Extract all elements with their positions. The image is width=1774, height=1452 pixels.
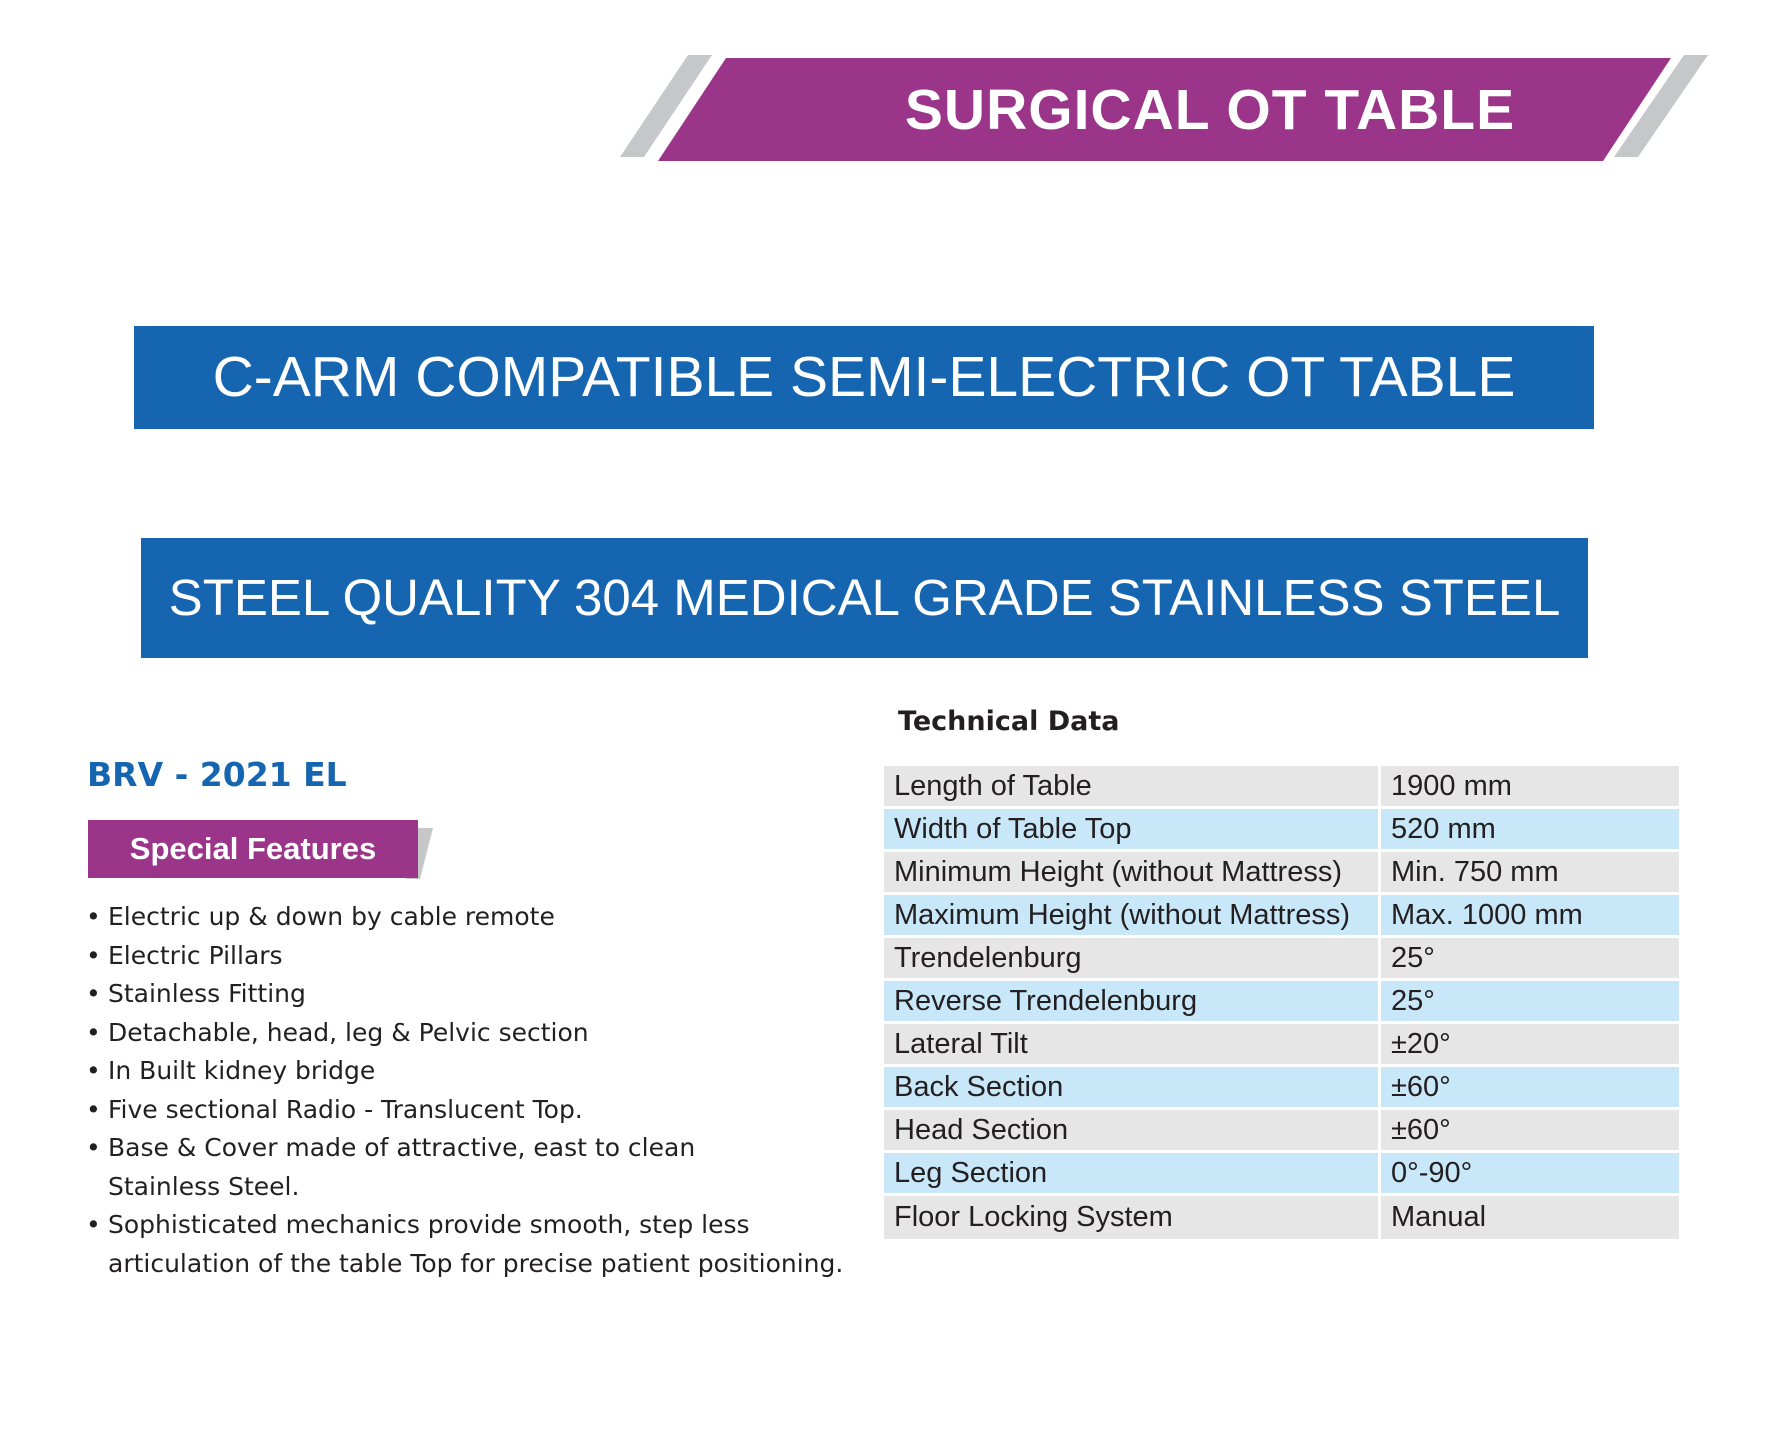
feature-text: Electric up & down by cable remote	[108, 902, 555, 931]
special-features-tag: Special Features	[88, 820, 433, 880]
spec-label-cell: Leg Section	[884, 1153, 1381, 1196]
feature-item: • Five sectional Radio - Translucent Top.	[86, 1091, 843, 1130]
spec-value-cell: ±20°	[1381, 1024, 1679, 1067]
steel-quality-box: STEEL QUALITY 304 MEDICAL GRADE STAINLES…	[141, 538, 1588, 658]
table-row: Floor Locking System Manual	[884, 1196, 1679, 1242]
spec-label-cell: Back Section	[884, 1067, 1381, 1110]
bullet-icon: •	[86, 1210, 101, 1239]
banner-shape	[620, 55, 1708, 161]
spec-label-cell: Length of Table	[884, 766, 1381, 809]
spec-value-cell: Max. 1000 mm	[1381, 895, 1679, 938]
bullet-icon: •	[86, 1133, 101, 1162]
spec-value-cell: 0°-90°	[1381, 1153, 1679, 1196]
table-row: Length of Table 1900 mm	[884, 766, 1679, 809]
feature-item: • Electric up & down by cable remote	[86, 898, 843, 937]
feature-text: Base & Cover made of attractive, east to…	[108, 1133, 696, 1162]
spec-label-cell: Lateral Tilt	[884, 1024, 1381, 1067]
spec-value-cell: Manual	[1381, 1196, 1679, 1242]
header-banner: SURGICAL OT TABLE	[620, 55, 1710, 167]
table-row: Trendelenburg 25°	[884, 938, 1679, 981]
technical-data-table: Length of Table 1900 mm Width of Table Top…	[884, 766, 1679, 1242]
feature-item: • Sophisticated mechanics provide smooth,…	[86, 1206, 843, 1283]
feature-text: Five sectional Radio - Translucent Top.	[108, 1094, 583, 1124]
bullet-icon: •	[86, 1017, 101, 1047]
features-list: • Electric up & down by cable remote • Elec…	[86, 898, 843, 1283]
spec-value-cell: 1900 mm	[1381, 766, 1679, 809]
bullet-icon: •	[86, 979, 101, 1008]
feature-item: • Base & Cover made of attractive, east t…	[86, 1129, 843, 1206]
feature-item: • Electric Pillars	[86, 937, 843, 976]
spec-label-cell: Head Section	[884, 1110, 1381, 1153]
product-name-box: C-ARM COMPATIBLE SEMI-ELECTRIC OT TABLE	[134, 326, 1594, 429]
spec-value-cell: ±60°	[1381, 1110, 1679, 1153]
feature-item: • In Built kidney bridge	[86, 1052, 843, 1091]
spec-value-cell: ±60°	[1381, 1067, 1679, 1110]
spec-label-cell: Floor Locking System	[884, 1196, 1381, 1242]
table-row: Maximum Height (without Mattress) Max. 10…	[884, 895, 1679, 938]
feature-item: • Detachable, head, leg & Pelvic section	[86, 1014, 843, 1053]
spec-label-cell: Minimum Height (without Mattress)	[884, 852, 1381, 895]
spec-label-cell: Trendelenburg	[884, 938, 1381, 981]
spec-value-cell: 520 mm	[1381, 809, 1679, 852]
feature-text: Electric Pillars	[108, 940, 283, 970]
special-features-label: Special Features	[129, 831, 377, 866]
table-row: Lateral Tilt ±20°	[884, 1024, 1679, 1067]
technical-data-title: Technical Data	[898, 706, 1120, 737]
table-row: Leg Section 0°-90°	[884, 1153, 1679, 1196]
feature-text: Stainless Steel.	[108, 1171, 300, 1201]
spec-label-cell: Reverse Trendelenburg	[884, 981, 1381, 1024]
feature-text: Sophisticated mechanics provide smooth, …	[108, 1210, 750, 1239]
tag-shape	[88, 820, 433, 879]
table-row: Back Section ±60°	[884, 1067, 1679, 1110]
spec-value-cell: 25°	[1381, 981, 1679, 1024]
feature-item: • Stainless Fitting	[86, 975, 843, 1014]
table-row: Reverse Trendelenburg 25°	[884, 981, 1679, 1024]
table-row: Minimum Height (without Mattress) Min. 75…	[884, 852, 1679, 895]
spec-value-cell: 25°	[1381, 938, 1679, 981]
page-title: SURGICAL OT TABLE	[904, 78, 1516, 142]
bullet-icon: •	[86, 940, 101, 970]
feature-text: Detachable, head, leg & Pelvic section	[108, 1017, 589, 1047]
spec-value-cell: Min. 750 mm	[1381, 852, 1679, 895]
bullet-icon: •	[86, 1056, 101, 1085]
bullet-icon: •	[86, 1094, 101, 1124]
table-row: Head Section ±60°	[884, 1110, 1679, 1153]
model-number: BRV - 2021 EL	[87, 755, 347, 794]
feature-text: articulation of the table Top for precis…	[108, 1248, 844, 1278]
spec-label-cell: Width of Table Top	[884, 809, 1381, 852]
feature-text: Stainless Fitting	[108, 979, 306, 1008]
bullet-icon: •	[86, 902, 101, 931]
table-row: Width of Table Top 520 mm	[884, 809, 1679, 852]
spec-label-cell: Maximum Height (without Mattress)	[884, 895, 1381, 938]
feature-text: In Built kidney bridge	[108, 1056, 376, 1085]
